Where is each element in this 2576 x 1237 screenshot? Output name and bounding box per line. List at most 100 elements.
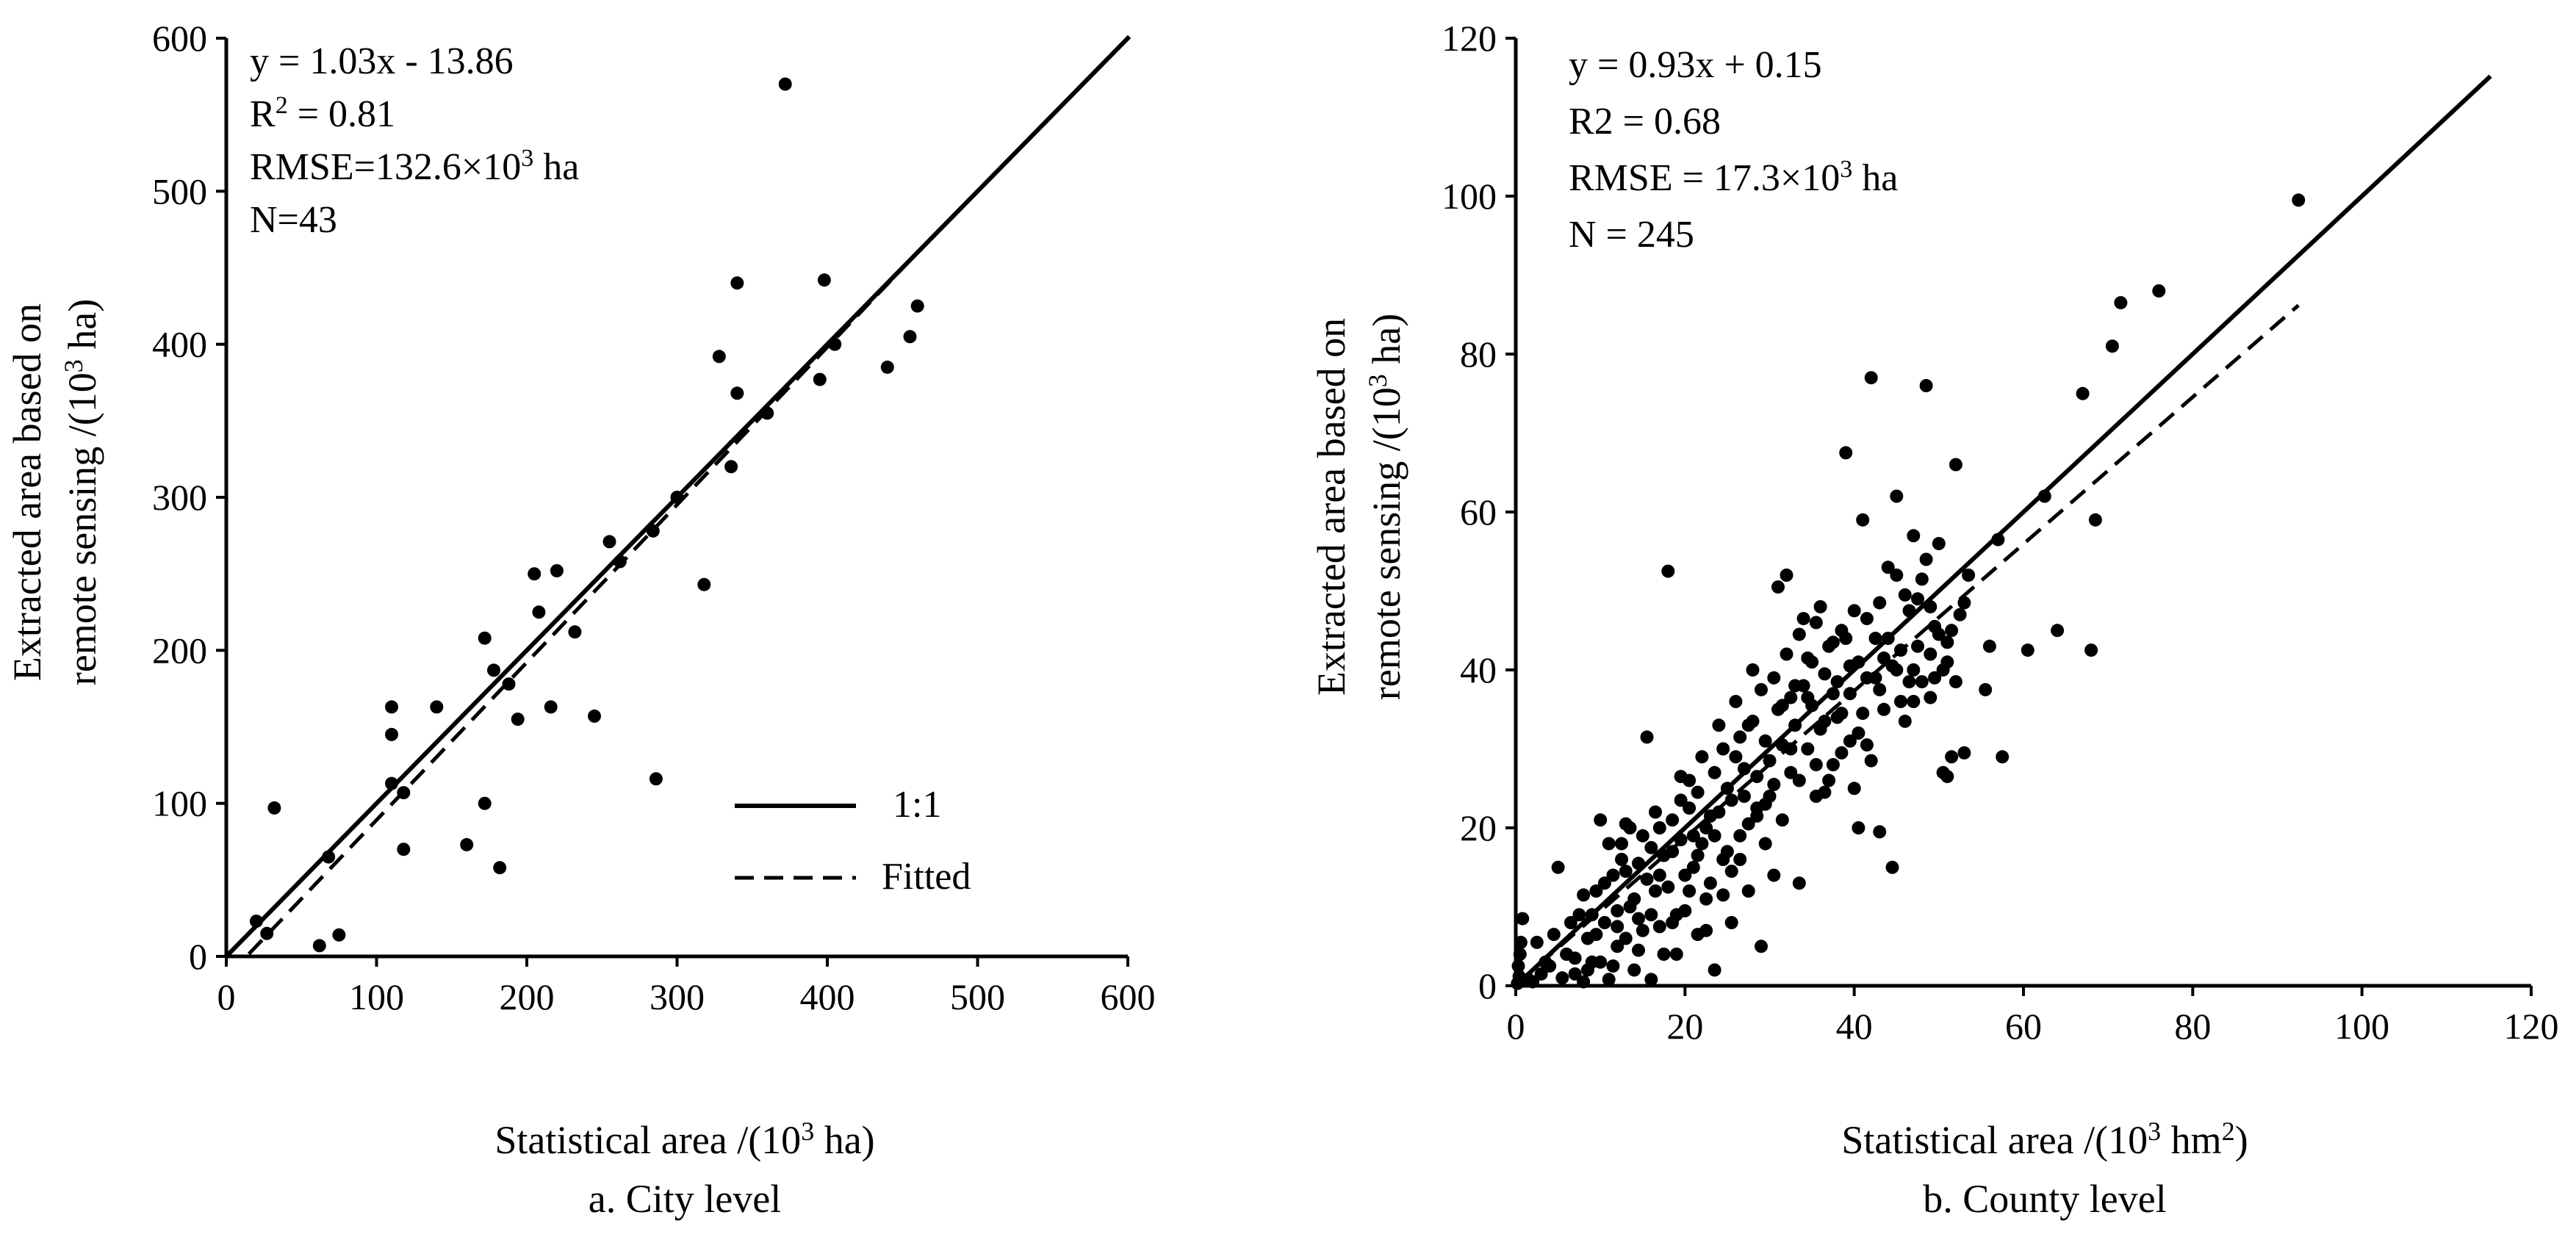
county-data-point [1644, 908, 1658, 922]
county-data-point [1873, 825, 1887, 839]
city-data-point [697, 577, 711, 591]
city-y-tick-label: 500 [152, 170, 207, 212]
county-data-point [1780, 569, 1794, 582]
county-data-point [1826, 635, 1840, 649]
county-data-point [1775, 813, 1789, 827]
county-data-point [1615, 853, 1628, 866]
county-axis-ticks [1505, 37, 2533, 996]
county-data-point [1864, 371, 1878, 385]
county-data-point [1894, 695, 1907, 708]
county-y-tick-label: 0 [1478, 965, 1497, 1006]
city-y-tick-label: 100 [152, 783, 207, 824]
city-data-point [478, 796, 492, 810]
county-data-point [1686, 829, 1700, 843]
county-data-point [1708, 765, 1721, 779]
county-data-point [1796, 612, 1810, 626]
county-data-point [1695, 837, 1709, 851]
county-data-point [1881, 560, 1895, 574]
city-data-point [532, 605, 546, 619]
county-data-point [1957, 746, 1971, 760]
county-data-point [1615, 837, 1628, 851]
city-data-point [385, 700, 398, 714]
county-data-point [1644, 840, 1658, 854]
county-data-point [1716, 888, 1730, 902]
county-data-point [1771, 702, 1785, 716]
city-x-tick-label: 200 [500, 976, 555, 1017]
county-data-point [1801, 742, 1815, 756]
county-equation: y = 0.93x + 0.15 [1569, 44, 1822, 86]
county-data-point [1945, 624, 1959, 638]
county-data-point [1661, 880, 1675, 894]
county-data-point [1729, 695, 1743, 708]
county-data-point [1907, 663, 1921, 677]
county-data-point [1809, 616, 1823, 630]
county-one-to-one-line [1512, 74, 2492, 989]
county-n: N = 245 [1569, 214, 1694, 256]
county-data-point [2152, 284, 2166, 297]
county-data-point [1741, 817, 1755, 831]
county-data-point [1784, 690, 1798, 704]
county-data-point [1746, 663, 1760, 677]
county-data-point [1907, 529, 1921, 543]
county-data-point [1758, 797, 1772, 811]
panel-city-level: 0 100 200 300 400 500 600 0 100 200 300 400 500 600 y… [5, 18, 1156, 1221]
city-data-point [493, 861, 507, 875]
county-data-point [1826, 758, 1840, 771]
city-data-point [778, 77, 792, 91]
city-x-tick-label: 400 [800, 976, 855, 1017]
county-data-point [1699, 923, 1713, 937]
county-data-point [1784, 742, 1798, 756]
city-data-point [880, 360, 894, 374]
county-data-point [1640, 730, 1654, 744]
county-data-point [1589, 884, 1603, 898]
county-x-tick-label: 40 [1836, 1006, 1873, 1047]
city-y-label-line2: remote sensing /(103 ha) [59, 299, 104, 685]
county-data-point [1924, 647, 1938, 661]
county-data-point [1729, 750, 1743, 764]
county-data-point [1691, 848, 1705, 862]
city-data-point [712, 350, 726, 364]
county-data-point [1597, 916, 1611, 929]
city-x-tick-label: 300 [650, 976, 705, 1017]
city-data-point [817, 273, 831, 287]
city-r2: R2 = 0.81 [250, 92, 395, 135]
county-data-point [1763, 754, 1777, 768]
county-data-point [1708, 829, 1721, 843]
county-x-tick-label: 80 [2174, 1006, 2211, 1047]
county-data-point [1652, 920, 1666, 934]
county-data-point [1733, 853, 1747, 866]
county-data-point [1652, 868, 1666, 882]
city-legend: 1:1 Fitted [735, 784, 971, 898]
county-data-point [1940, 770, 1954, 784]
county-data-point [1674, 770, 1688, 784]
city-data-point [813, 372, 827, 386]
county-data-point [1741, 718, 1755, 732]
county-data-point [1890, 663, 1904, 677]
county-data-point [1873, 596, 1887, 610]
county-x-tick-label: 60 [2005, 1006, 2042, 1047]
county-data-point [1669, 948, 1683, 961]
city-y-tick-label: 200 [152, 630, 207, 671]
county-data-point [1695, 750, 1709, 764]
county-data-point [1885, 860, 1899, 874]
county-y-tick-label: 80 [1460, 333, 1497, 375]
county-data-point [1644, 973, 1658, 987]
county-data-point [1919, 379, 1933, 392]
county-data-points [1511, 193, 2306, 990]
city-x-tick-label: 600 [1101, 976, 1156, 1017]
county-data-point [1703, 876, 1717, 890]
county-data-point [1928, 671, 1942, 685]
county-data-point [1839, 632, 1853, 645]
county-data-point [1530, 935, 1544, 949]
county-data-point [1683, 884, 1697, 898]
county-data-point [1767, 868, 1781, 882]
city-data-point [649, 772, 663, 786]
county-data-point [1919, 552, 1933, 566]
county-data-point [1724, 793, 1738, 807]
county-data-point [1835, 746, 1849, 760]
county-data-point [1555, 971, 1569, 985]
county-data-point [1873, 682, 1887, 696]
county-data-point [1801, 651, 1815, 665]
city-subplot-label: a. City level [589, 1177, 781, 1221]
county-data-point [1750, 770, 1764, 784]
